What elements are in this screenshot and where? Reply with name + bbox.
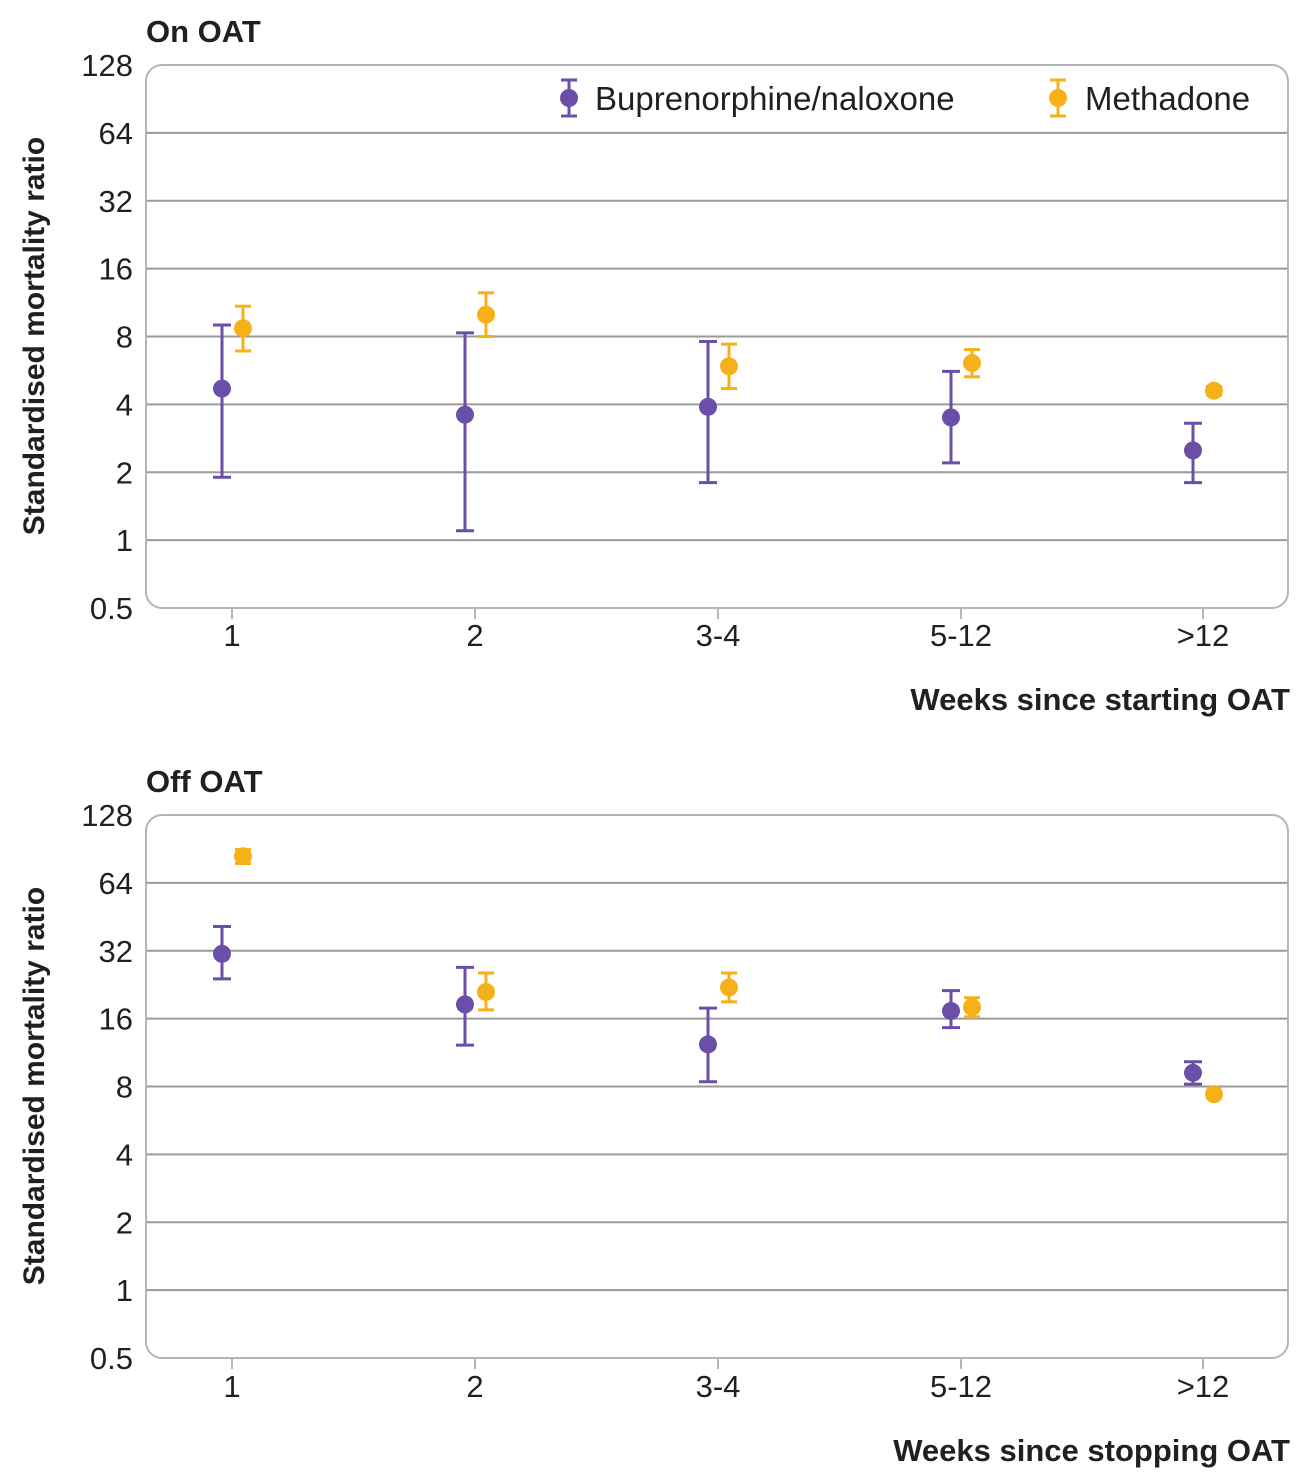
data-point [456,405,474,424]
x-tick-label: 5-12 [930,1369,992,1404]
y-tick-label: 16 [99,252,133,287]
y-axis-label: Standardised mortality ratio [18,887,51,1285]
data-point [234,319,252,338]
panel-title: Off OAT [146,764,263,799]
x-tick-label: 3-4 [696,1369,741,1404]
y-tick-label: 4 [116,1137,133,1172]
x-tick-label: 1 [223,1369,240,1404]
data-point [720,978,738,997]
legend-marker-dot [1049,89,1067,107]
y-tick-label: 2 [116,1205,133,1240]
y-tick-label: 1 [116,1273,133,1308]
data-point [1205,381,1223,400]
legend-label: Methadone [1085,80,1250,117]
x-axis-label: Weeks since stopping OAT [893,1433,1290,1468]
y-tick-label: 32 [99,934,133,969]
panel-title: On OAT [146,14,261,49]
data-point [456,995,474,1014]
x-axis-label: Weeks since starting OAT [910,682,1290,717]
y-tick-label: 8 [116,320,133,355]
x-tick-label: 3-4 [696,618,741,653]
data-point [1205,1085,1223,1104]
y-tick-label: 0.5 [90,591,133,626]
y-tick-label: 32 [99,184,133,219]
legend-marker-dot [560,89,578,107]
x-tick-label: 2 [466,618,483,653]
x-tick-label: >12 [1177,1369,1230,1404]
data-point [963,354,981,373]
y-tick-label: 0.5 [90,1341,133,1376]
data-point [699,1035,717,1054]
chart-panel-on-oat: 0.5 1 2 4 8 16 32 64 128 1 2 3-4 5-12 >12 On OAT Standa… [18,14,1290,717]
data-point [213,944,231,963]
data-point [477,982,495,1001]
y-tick-label: 8 [116,1070,133,1105]
data-point [1184,441,1202,460]
y-tick-label: 64 [99,866,133,901]
legend-label: Buprenorphine/naloxone [595,80,955,117]
data-point [720,357,738,376]
x-tick-label: 5-12 [930,618,992,653]
y-tick-label: 128 [81,48,133,83]
y-tick-label: 2 [116,455,133,490]
y-axis-label: Standardised mortality ratio [18,137,51,535]
x-tick-label: >12 [1177,618,1230,653]
y-tick-label: 1 [116,523,133,558]
y-tick-label: 64 [99,116,133,151]
y-tick-label: 4 [116,387,133,422]
y-tick-label: 16 [99,1002,133,1037]
x-tick-label: 2 [466,1369,483,1404]
y-tick-label: 128 [81,798,133,833]
legend: Buprenorphine/naloxone Methadone [560,78,1250,118]
data-point [1184,1063,1202,1082]
data-point [234,847,252,866]
x-tick-label: 1 [223,618,240,653]
data-point [942,1001,960,1020]
data-point [942,408,960,427]
chart-panel-off-oat: 0.5 1 2 4 8 16 32 64 128 1 2 3-4 5-12 >12 Off OAT Stand… [18,764,1290,1468]
data-point [477,305,495,324]
data-point [699,397,717,416]
data-point [963,998,981,1017]
data-point [213,379,231,398]
